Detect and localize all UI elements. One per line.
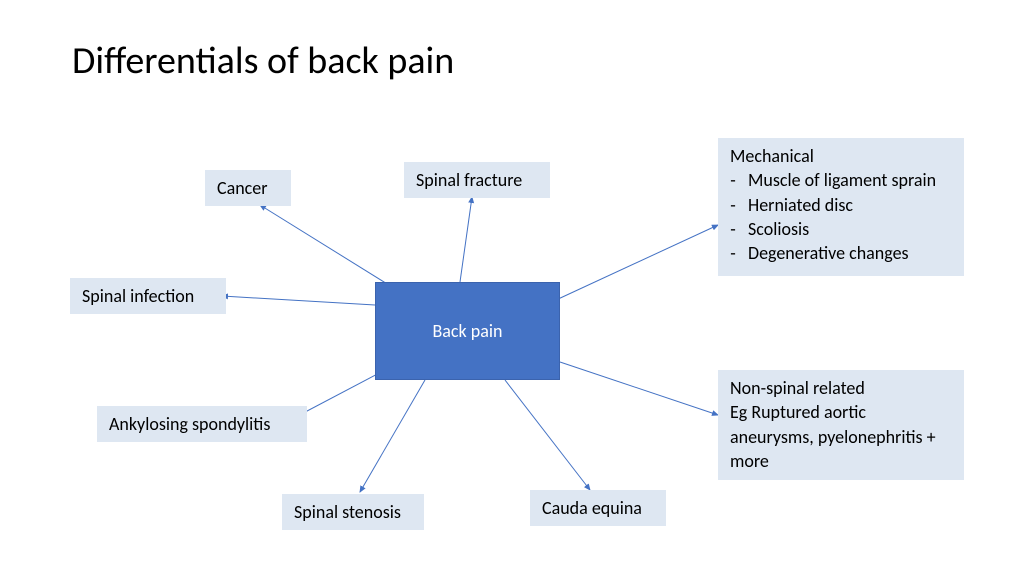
leaf-bullet-item: Scoliosis [748, 217, 952, 241]
leaf-node-ankylosing: Ankylosing spondylitis [97, 406, 307, 442]
leaf-node-mechanical: MechanicalMuscle of ligament sprainHerni… [718, 138, 964, 276]
leaf-bullet-item: Degenerative changes [748, 241, 952, 265]
leaf-label: Spinal infection [82, 284, 214, 308]
center-node-back-pain: Back pain [375, 282, 560, 380]
center-node-label: Back pain [433, 320, 503, 342]
leaf-line: Eg Ruptured aortic aneurysms, pyelonephr… [730, 400, 952, 473]
edge-arrow [556, 225, 718, 300]
edge-arrow [222, 296, 375, 305]
leaf-line: Non-spinal related [730, 376, 952, 400]
leaf-bullets: Muscle of ligament sprainHerniated discS… [730, 168, 952, 265]
leaf-node-cancer: Cancer [205, 170, 291, 206]
leaf-node-non-spinal: Non-spinal relatedEg Ruptured aortic ane… [718, 370, 964, 480]
leaf-node-spinal-stenosis: Spinal stenosis [282, 494, 424, 530]
leaf-label: Cauda equina [542, 496, 654, 520]
page-title: Differentials of back pain [72, 38, 454, 84]
leaf-node-spinal-fracture: Spinal fracture [404, 162, 550, 198]
edge-arrow [560, 362, 718, 415]
leaf-node-cauda-equina: Cauda equina [530, 490, 666, 526]
leaf-bullet-item: Muscle of ligament sprain [748, 168, 952, 192]
leaf-node-spinal-infection: Spinal infection [70, 278, 226, 314]
edge-arrow [505, 380, 590, 490]
leaf-bullet-item: Herniated disc [748, 193, 952, 217]
edge-arrow [460, 197, 472, 282]
leaf-label: Spinal stenosis [294, 500, 412, 524]
leaf-label: Mechanical [730, 144, 952, 168]
edge-arrow [360, 380, 425, 492]
leaf-label: Ankylosing spondylitis [109, 412, 295, 436]
leaf-label: Cancer [217, 176, 279, 200]
leaf-label: Spinal fracture [416, 168, 538, 192]
